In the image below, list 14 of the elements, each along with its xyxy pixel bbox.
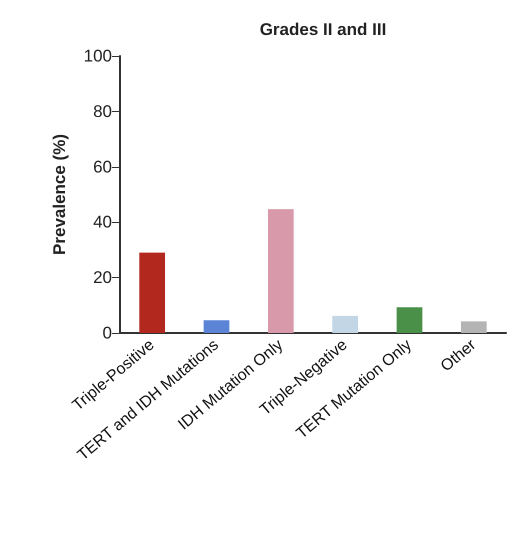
y-tick-label: 40 xyxy=(93,212,112,232)
bar xyxy=(139,252,166,333)
bar xyxy=(460,321,487,333)
bar xyxy=(396,307,422,333)
y-tick-label: 20 xyxy=(93,268,112,288)
y-tick-label: 80 xyxy=(93,102,112,121)
chart-title: Grades II and III xyxy=(260,20,386,39)
bar xyxy=(332,316,358,333)
y-tick-label: 100 xyxy=(84,46,112,66)
y-tick-label: 0 xyxy=(102,324,112,342)
y-tick-label: 60 xyxy=(93,157,112,176)
y-axis-title: Prevalence (%) xyxy=(50,134,69,255)
bar xyxy=(268,209,294,333)
bar xyxy=(204,320,230,333)
